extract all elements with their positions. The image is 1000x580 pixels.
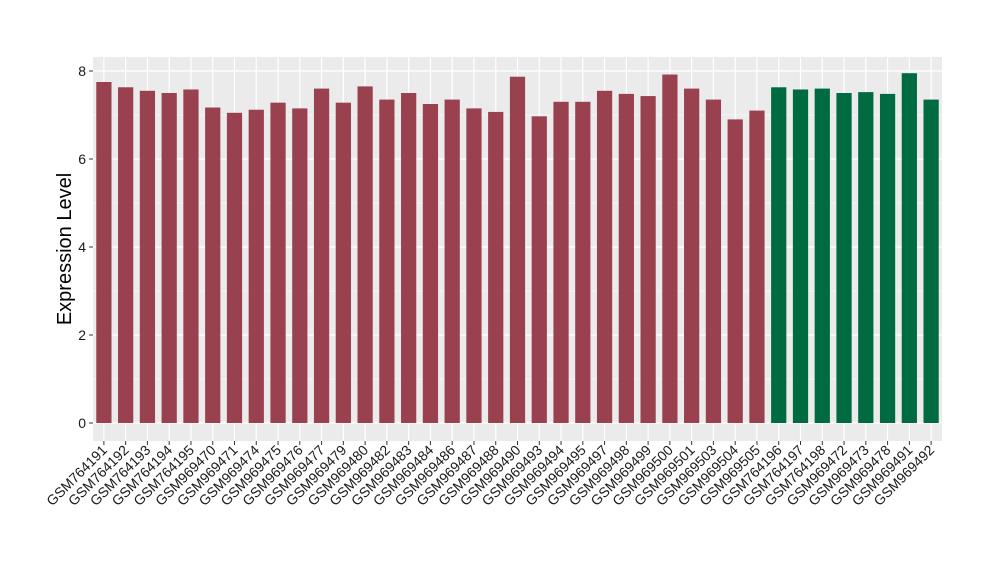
bar-GSM969499 <box>640 96 656 423</box>
bar-GSM969470 <box>205 107 221 424</box>
bar-GSM969498 <box>618 93 634 423</box>
y-axis: 0 2 4 6 8 <box>78 63 93 431</box>
bar-GSM969488 <box>488 111 504 424</box>
bar-GSM969494 <box>553 101 569 424</box>
bar-GSM969473 <box>858 92 874 424</box>
bar-GSM764191 <box>96 82 112 423</box>
bar-GSM764194 <box>161 93 177 423</box>
bar-GSM969487 <box>466 108 482 424</box>
bar-GSM969478 <box>879 93 896 423</box>
bar-GSM969477 <box>313 88 330 423</box>
bar-GSM969479 <box>335 102 351 424</box>
bar-GSM764198 <box>814 88 830 423</box>
bar-GSM969472 <box>836 93 852 423</box>
bar-GSM969480 <box>357 86 373 424</box>
bar-GSM969483 <box>401 93 417 423</box>
bar-GSM764192 <box>118 87 134 423</box>
bars <box>96 73 939 424</box>
bar-GSM969474 <box>248 109 264 423</box>
bar-GSM764197 <box>792 89 809 423</box>
bar-GSM969504 <box>727 119 743 424</box>
bar-GSM969493 <box>531 116 547 423</box>
bar-GSM969500 <box>662 74 678 424</box>
bar-GSM969491 <box>901 73 917 423</box>
bar-GSM969476 <box>292 108 308 424</box>
bar-GSM969471 <box>226 112 243 424</box>
y-tick-label: 4 <box>78 239 86 255</box>
bar-GSM969501 <box>684 88 700 423</box>
bar-GSM969503 <box>705 99 722 423</box>
y-tick-label: 0 <box>78 415 86 431</box>
bar-GSM764196 <box>771 87 787 423</box>
bar-GSM969482 <box>379 99 395 423</box>
bar-GSM969486 <box>444 99 460 423</box>
bar-GSM764195 <box>183 89 199 423</box>
bar-GSM969495 <box>575 101 591 424</box>
bar-GSM969497 <box>596 90 613 424</box>
bar-GSM764193 <box>139 90 156 424</box>
x-axis: GSM764191GSM764192GSM764193GSM764194GSM7… <box>43 441 937 509</box>
bar-GSM969490 <box>509 76 526 423</box>
y-tick-label: 2 <box>78 327 86 343</box>
bar-GSM969505 <box>749 110 765 423</box>
bar-GSM969492 <box>923 99 939 423</box>
y-axis-title: Expression Level <box>54 173 76 325</box>
bar-GSM969475 <box>270 102 286 424</box>
bar-GSM969484 <box>422 104 439 423</box>
y-tick-label: 6 <box>78 151 86 167</box>
y-tick-label: 8 <box>78 63 86 79</box>
